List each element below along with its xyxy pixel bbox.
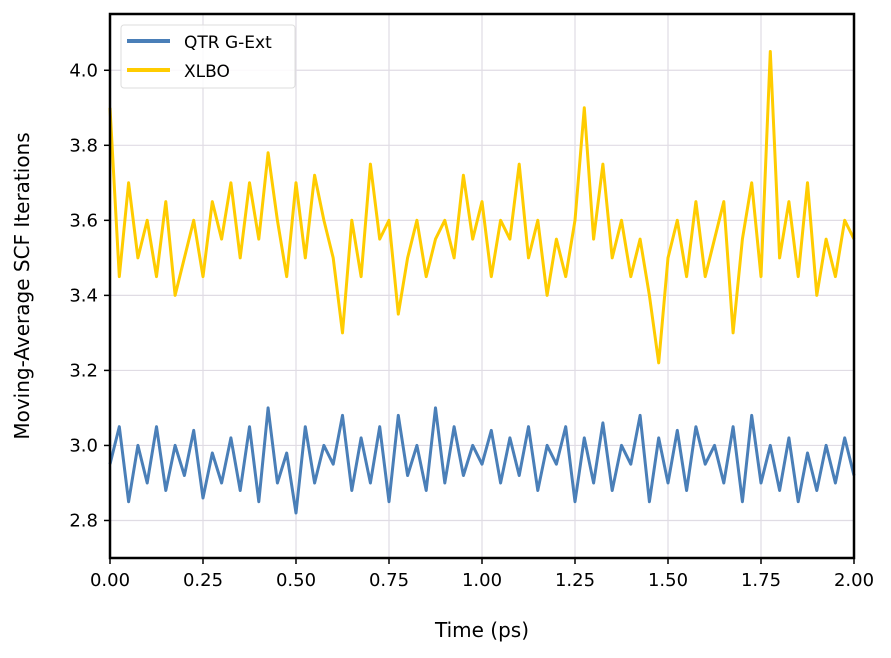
series-line-xlbo [108,50,856,365]
x-tick-label: 1.25 [555,570,595,591]
legend-label-qtr: QTR G-Ext [184,33,272,53]
series-line-qtr-g-ext [108,406,856,515]
y-tick-label: 3.2 [69,360,98,381]
ticks: 0.00 0.25 0.50 0.75 1.00 1.25 1.50 1.75 2.00 2.8 3… [69,60,874,591]
y-axis-label: Moving-Average SCF Iterations [10,132,34,439]
y-tick-label: 2.8 [69,510,98,531]
legend-label-xlbo: XLBO [184,62,230,82]
x-tick-label: 0.00 [90,570,130,591]
x-axis-label: Time (ps) [434,618,529,642]
y-tick-label: 3.0 [69,435,98,456]
y-tick-label: 3.6 [69,210,98,231]
x-tick-label: 0.25 [183,570,223,591]
x-tick-label: 1.50 [648,570,688,591]
y-tick-label: 4.0 [69,60,98,81]
x-tick-label: 0.75 [369,570,409,591]
y-tick-label: 3.4 [69,285,98,306]
x-tick-label: 2.00 [834,570,874,591]
legend: QTR G-Ext XLBO [120,24,296,89]
y-tick-label: 3.8 [69,135,98,156]
x-tick-label: 1.00 [462,570,502,591]
x-tick-label: 0.50 [276,570,316,591]
x-tick-label: 1.75 [741,570,781,591]
series-lines [108,50,856,515]
